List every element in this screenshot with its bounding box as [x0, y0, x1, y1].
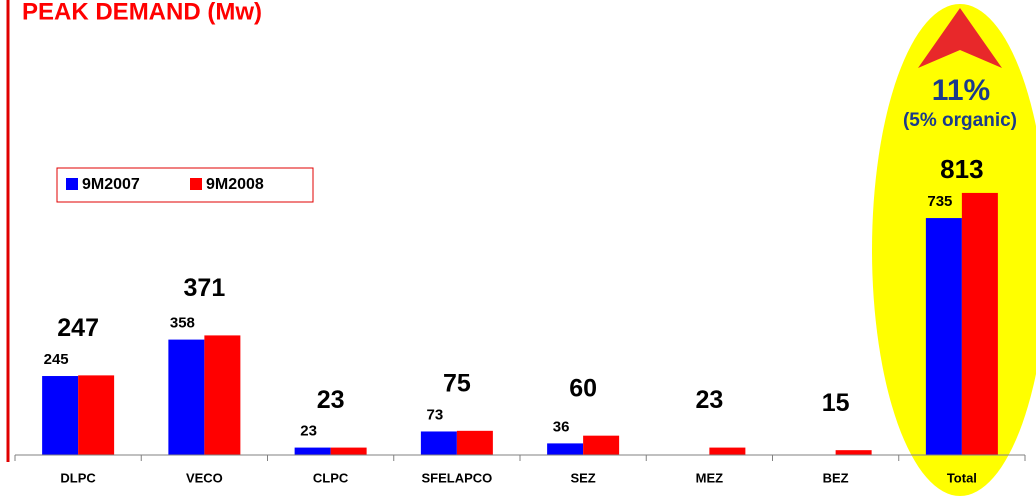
- value-label: 73: [427, 406, 444, 423]
- value-label: 75: [443, 369, 471, 397]
- value-label: 60: [569, 374, 597, 402]
- bar: [420, 431, 457, 455]
- bar: [168, 339, 205, 455]
- x-tick-label: Total: [947, 470, 977, 485]
- bar: [78, 375, 115, 455]
- bar: [925, 218, 962, 455]
- value-label: 23: [300, 423, 317, 440]
- x-tick-label: SFELAPCO: [421, 470, 492, 485]
- bar: [456, 430, 493, 455]
- legend-box: [56, 167, 314, 203]
- bar: [330, 447, 367, 455]
- up-arrow: [918, 8, 1002, 68]
- value-label: 813: [940, 154, 983, 184]
- growth-annotation: 11%: [932, 74, 990, 107]
- value-label: 23: [317, 386, 345, 414]
- x-tick-label: MEZ: [696, 470, 724, 485]
- value-label: 245: [44, 351, 69, 368]
- bar: [42, 376, 79, 455]
- bar: [583, 435, 620, 455]
- value-label: 247: [57, 314, 99, 342]
- bar: [547, 443, 584, 455]
- x-tick-label: DLPC: [60, 470, 96, 485]
- x-tick-label: BEZ: [823, 470, 849, 485]
- chart-title: PEAK DEMAND (Mw): [22, 0, 262, 25]
- x-tick-label: VECO: [186, 470, 223, 485]
- bar: [961, 192, 998, 455]
- legend-swatch: [66, 178, 78, 190]
- x-tick-label: SEZ: [570, 470, 595, 485]
- bar: [294, 447, 331, 455]
- legend-swatch: [190, 178, 202, 190]
- value-label: 735: [927, 193, 952, 210]
- organic-annotation: (5% organic): [903, 110, 1017, 131]
- x-tick-label: CLPC: [313, 470, 349, 485]
- bar: [204, 335, 241, 455]
- value-label: 358: [170, 315, 195, 332]
- legend-label: 9M2008: [206, 176, 264, 193]
- legend-label: 9M2007: [82, 176, 140, 193]
- value-label: 36: [553, 418, 570, 435]
- value-label: 15: [822, 389, 850, 417]
- bar: [835, 450, 872, 455]
- value-label: 23: [695, 386, 723, 414]
- value-label: 371: [184, 274, 226, 302]
- bar: [709, 447, 746, 455]
